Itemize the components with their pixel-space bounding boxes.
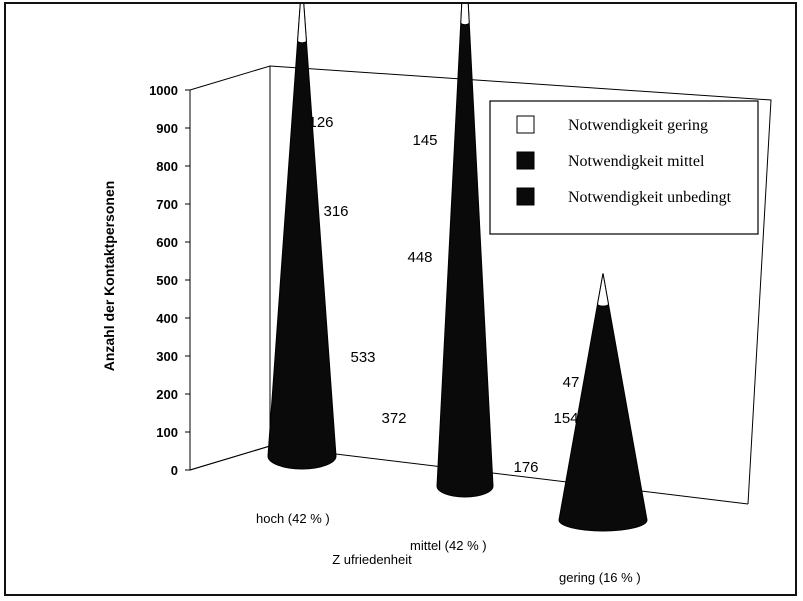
category-label: hoch (42 % )	[256, 511, 330, 526]
y-tick-label: 900	[156, 121, 178, 136]
cone-segment-notwendigkeit-gering	[597, 273, 609, 307]
cone-chart: 0 100 200 300 400 500 600 700 800 900 1000 533 316 1…	[101, 4, 772, 585]
cone-2	[436, 4, 494, 498]
cone-segment-notwendigkeit-unbedingt	[558, 273, 648, 532]
y-tick-label: 0	[171, 463, 178, 478]
category-label: gering (16 % )	[559, 570, 641, 585]
legend-swatch	[516, 115, 535, 134]
cone-segment-notwendigkeit-unbedingt	[436, 4, 494, 498]
y-tick-label: 300	[156, 349, 178, 364]
side-wall	[189, 65, 271, 471]
data-label: 154	[553, 410, 578, 427]
data-label: 316	[323, 203, 348, 220]
data-label: 145	[412, 132, 437, 149]
legend: Notwendigkeit gering Notwendigkeit mittel…	[489, 100, 759, 235]
y-tick-label: 500	[156, 273, 178, 288]
x-axis-title: Z ufriedenheit	[332, 552, 412, 567]
cone-3	[558, 273, 648, 532]
cone-1	[267, 4, 337, 470]
y-tick-label: 200	[156, 387, 178, 402]
data-label: 533	[350, 349, 375, 366]
data-label: 448	[407, 249, 432, 266]
cone-segment-notwendigkeit-gering	[297, 4, 307, 44]
y-tick-label: 800	[156, 159, 178, 174]
back-wall	[269, 65, 772, 505]
y-axis: 0 100 200 300 400 500 600 700 800 900 1000	[149, 83, 190, 478]
legend-box	[489, 100, 759, 235]
y-tick-label: 1000	[149, 83, 178, 98]
data-label: 176	[513, 459, 538, 476]
y-tick-label: 100	[156, 425, 178, 440]
cones	[267, 4, 648, 532]
category-label: mittel (42 % )	[410, 538, 487, 553]
y-axis-label: Anzahl der Kontaktpersonen	[101, 181, 117, 372]
legend-label: Notwendigkeit unbedingt	[568, 189, 732, 206]
y-tick-label: 600	[156, 235, 178, 250]
data-labels: 533 316 126 372 448 145 176 154 47	[308, 114, 579, 476]
chart-frame: 0 100 200 300 400 500 600 700 800 900 1000 533 316 1…	[4, 2, 797, 596]
data-label: 47	[563, 374, 580, 391]
legend-swatch	[516, 151, 535, 170]
cone-segment-notwendigkeit-unbedingt	[267, 4, 337, 470]
y-tick-label: 700	[156, 197, 178, 212]
category-labels: hoch (42 % ) mittel (42 % ) gering (16 % )	[256, 511, 641, 585]
legend-swatch	[516, 187, 535, 206]
data-label: 372	[381, 410, 406, 427]
cone-segment-notwendigkeit-gering	[460, 4, 470, 26]
legend-label: Notwendigkeit mittel	[568, 153, 705, 170]
data-label: 126	[308, 114, 333, 131]
legend-label: Notwendigkeit gering	[568, 117, 708, 134]
y-tick-label: 400	[156, 311, 178, 326]
